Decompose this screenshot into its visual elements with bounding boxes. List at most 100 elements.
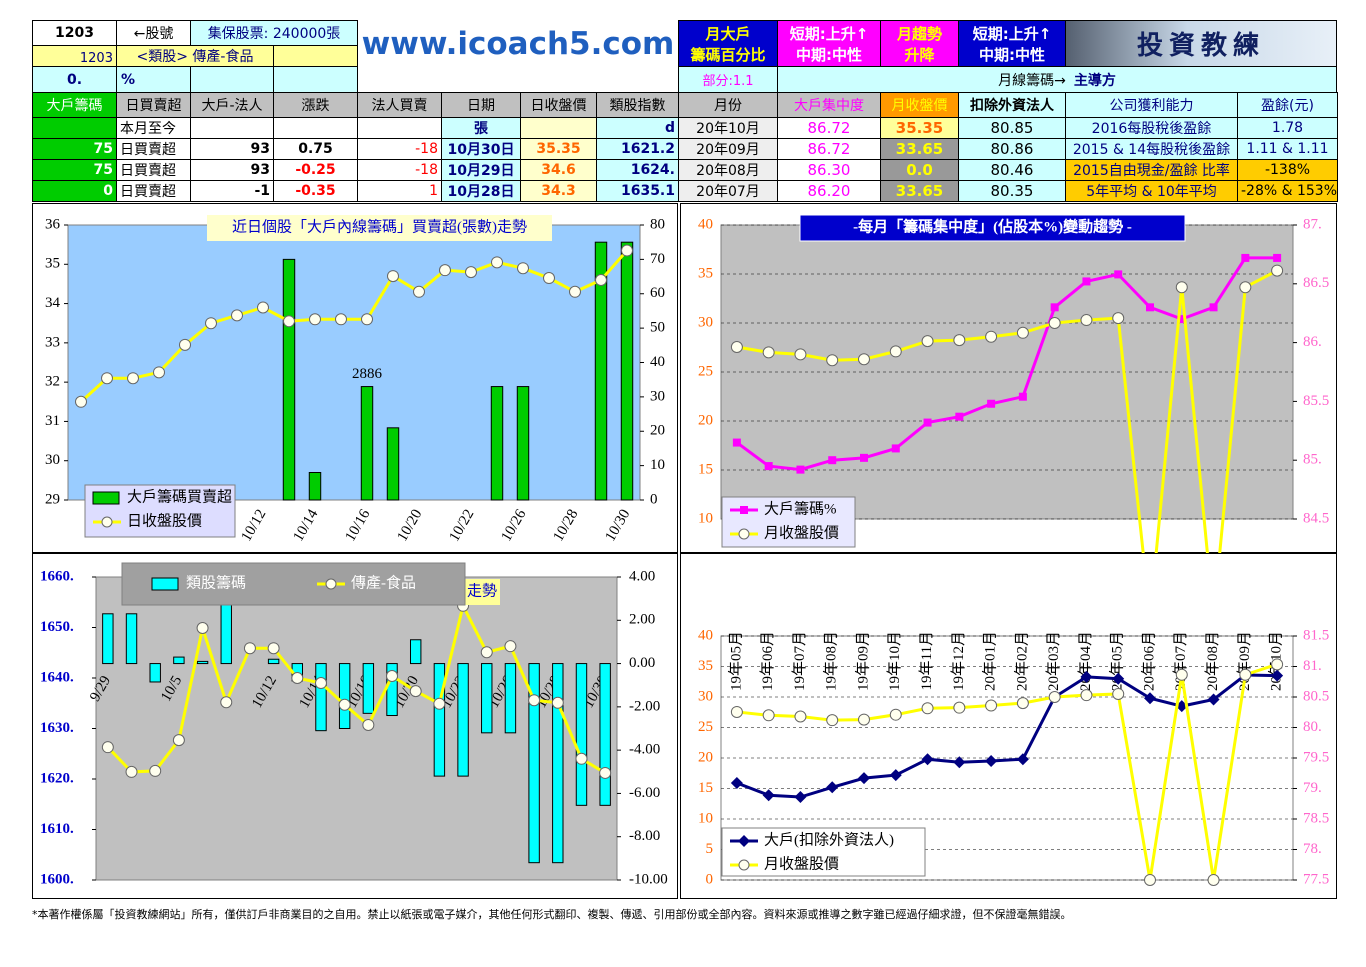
legend-label: 月收盤股價 (764, 524, 839, 541)
y-tick-label: 1660. (40, 568, 74, 584)
sector: <類股> 傳產-食品 (116, 45, 274, 67)
bar (457, 663, 469, 777)
stock-code: 1203 (32, 20, 117, 46)
y-tick-label: 0 (706, 871, 714, 887)
table-cell (357, 117, 442, 139)
marker (953, 701, 966, 714)
y-tick-label: 33 (45, 334, 60, 350)
legend-marker (738, 859, 750, 871)
marker (1207, 874, 1220, 886)
marker (1209, 303, 1218, 312)
marker (1050, 303, 1059, 312)
y-tick-label: 29 (45, 491, 60, 507)
column-header: 月收盤價 (880, 92, 959, 118)
marker (921, 702, 934, 715)
marker (1175, 668, 1188, 681)
y-tick-label: 30 (45, 452, 60, 468)
marker (231, 309, 243, 322)
marker (621, 244, 633, 257)
y-tick-label: 1630. (40, 720, 74, 736)
x-tick-label: 20年02月 (1013, 631, 1030, 691)
table-cell: 86.72 (777, 117, 881, 139)
marker (860, 453, 868, 462)
marker (172, 734, 185, 747)
marker (504, 640, 517, 653)
y2-tick-label: 2.00 (629, 612, 655, 628)
y2-tick-label: 78. (1303, 841, 1322, 857)
leader: 主導方 (1073, 72, 1116, 89)
short-term: 短期:上升↑ (789, 24, 869, 43)
y-tick-label: 1610. (40, 821, 74, 837)
annotation: 2886 (352, 366, 383, 382)
x-tick-label: 19年05月 (727, 631, 744, 691)
marker (987, 399, 996, 408)
y-tick-label: 5 (706, 841, 714, 857)
marker (1207, 693, 1220, 706)
table-row: 75 日買賣超 93 0.75 -18 10月30日 35.35 1621.2 20年09月 86… (32, 138, 1338, 160)
marker (730, 705, 743, 718)
marker (1239, 281, 1252, 294)
table-cell: 2016每股稅後盈餘 (1065, 117, 1238, 139)
y-tick-label: 40 (698, 627, 713, 643)
table-cell: 33.65 (880, 138, 959, 160)
code-arrow: ←股號 (116, 20, 191, 46)
table-cell: -18 (357, 159, 442, 181)
cell (273, 45, 358, 67)
footer: *本著作權係屬「投資教練網站」所有，僅供訂戶非商業目的之自用。禁止以紙張或電子媒… (32, 908, 1072, 921)
table-cell (32, 117, 117, 139)
column-header: 公司獲利能力 (1065, 92, 1238, 118)
legend-box (721, 827, 926, 877)
table-cell: 86.30 (777, 159, 881, 181)
cell (190, 66, 274, 93)
marker (267, 642, 280, 655)
marker (762, 346, 775, 359)
marker (75, 395, 87, 408)
bar (149, 663, 161, 683)
marker (732, 438, 741, 447)
bar (552, 663, 564, 864)
bar (315, 663, 327, 732)
marker (595, 274, 607, 286)
marker (101, 741, 114, 754)
bar (196, 660, 209, 665)
y-tick-label: 15 (698, 780, 713, 796)
marker (433, 697, 446, 710)
marker (889, 769, 902, 782)
legend-label: 大戶籌碼買賣超 (127, 488, 232, 505)
mid-term: 中期:中性 (979, 45, 1045, 64)
table-cell: 1 (357, 180, 442, 202)
bar (504, 663, 517, 734)
marker (309, 313, 321, 326)
y-tick-label: 35 (698, 265, 713, 281)
marker (1080, 314, 1093, 327)
marker (794, 710, 807, 723)
bar (362, 663, 375, 714)
legend-marker (325, 578, 337, 590)
marker (923, 418, 932, 427)
x-tick-label: 19年07月 (791, 631, 808, 691)
table-cell: 日買賣超 (116, 138, 191, 160)
y2-tick-label: 0.00 (629, 655, 655, 671)
marker (599, 766, 612, 779)
marker (283, 315, 295, 328)
bar (282, 258, 296, 501)
table-cell: 86.72 (777, 138, 881, 160)
marker (826, 354, 839, 367)
marker (528, 694, 541, 707)
table-cell: 35.35 (520, 138, 597, 160)
table-cell: -138% (1237, 159, 1338, 181)
table-cell: -1 (190, 180, 274, 202)
y-tick-label: 31 (45, 413, 60, 429)
marker (858, 772, 870, 785)
legend-label: 日收盤股價 (127, 512, 202, 529)
marker (1144, 874, 1156, 886)
marker (1080, 670, 1093, 683)
table-cell: -28% & 153% (1237, 180, 1338, 202)
y-tick-label: 34 (45, 295, 61, 311)
marker (762, 789, 775, 802)
bar (594, 241, 608, 501)
marker (480, 646, 493, 659)
table-row: 0 日買賣超 -1 -0.35 1 10月28日 34.3 1635.1 20年07月 86.20… (32, 180, 1338, 202)
y2-tick-label: 10 (650, 457, 665, 473)
y-tick-label: 32 (45, 374, 60, 390)
